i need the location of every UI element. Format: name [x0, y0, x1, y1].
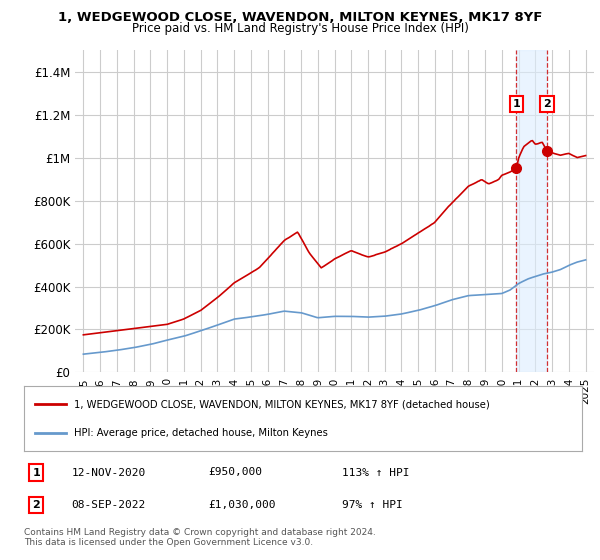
Text: 113% ↑ HPI: 113% ↑ HPI — [342, 468, 410, 478]
Text: Price paid vs. HM Land Registry's House Price Index (HPI): Price paid vs. HM Land Registry's House … — [131, 22, 469, 35]
Bar — [517, 50, 547, 372]
Text: 97% ↑ HPI: 97% ↑ HPI — [342, 500, 403, 510]
Text: Contains HM Land Registry data © Crown copyright and database right 2024.
This d: Contains HM Land Registry data © Crown c… — [24, 528, 376, 547]
Text: 12-NOV-2020: 12-NOV-2020 — [71, 468, 146, 478]
Text: 1: 1 — [32, 468, 40, 478]
Text: HPI: Average price, detached house, Milton Keynes: HPI: Average price, detached house, Milt… — [74, 428, 328, 438]
Text: 1, WEDGEWOOD CLOSE, WAVENDON, MILTON KEYNES, MK17 8YF: 1, WEDGEWOOD CLOSE, WAVENDON, MILTON KEY… — [58, 11, 542, 24]
Text: 1, WEDGEWOOD CLOSE, WAVENDON, MILTON KEYNES, MK17 8YF (detached house): 1, WEDGEWOOD CLOSE, WAVENDON, MILTON KEY… — [74, 399, 490, 409]
Text: £950,000: £950,000 — [208, 468, 262, 478]
Text: 2: 2 — [543, 99, 551, 109]
Text: £1,030,000: £1,030,000 — [208, 500, 275, 510]
Text: 1: 1 — [512, 99, 520, 109]
Text: 2: 2 — [32, 500, 40, 510]
Text: 08-SEP-2022: 08-SEP-2022 — [71, 500, 146, 510]
